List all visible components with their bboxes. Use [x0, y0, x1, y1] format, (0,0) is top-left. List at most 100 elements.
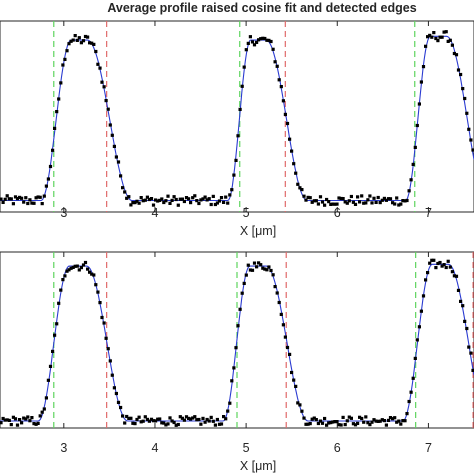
- data-point: [378, 419, 382, 423]
- data-point: [3, 418, 7, 422]
- data-point: [75, 264, 79, 268]
- data-point: [358, 415, 362, 419]
- data-point: [292, 162, 296, 166]
- data-point: [285, 345, 290, 350]
- data-point: [230, 379, 234, 383]
- data-point: [372, 418, 376, 422]
- data-point: [79, 41, 83, 45]
- bottom-plot: 3 4 5 6 7 X [μm]: [0, 251, 474, 473]
- data-point: [323, 416, 327, 421]
- top-plot-ticks: 3 4 5 6 7: [60, 21, 432, 220]
- x-tick-label: 3: [60, 441, 67, 455]
- data-point: [73, 264, 77, 268]
- data-point: [137, 415, 141, 419]
- data-point: [370, 201, 374, 205]
- data-point: [67, 268, 71, 272]
- data-point: [20, 421, 24, 425]
- data-point: [98, 66, 102, 70]
- data-point: [450, 43, 454, 47]
- data-point: [119, 174, 123, 178]
- data-point: [40, 410, 44, 414]
- data-point: [236, 324, 240, 328]
- data-point: [240, 84, 244, 88]
- data-point: [257, 261, 261, 265]
- data-point: [116, 160, 121, 164]
- data-point: [271, 47, 275, 51]
- data-point: [121, 186, 125, 190]
- data-point: [154, 419, 158, 423]
- data-point: [203, 420, 207, 424]
- data-point: [28, 419, 32, 423]
- data-point: [127, 416, 131, 420]
- data-point: [59, 81, 63, 85]
- data-point: [92, 273, 96, 277]
- data-point: [32, 201, 36, 205]
- data-point: [67, 42, 71, 46]
- data-point: [172, 195, 176, 199]
- data-point: [9, 423, 13, 427]
- data-point: [100, 80, 104, 84]
- data-point: [335, 202, 339, 206]
- data-point: [444, 265, 448, 270]
- data-point: [230, 188, 234, 192]
- data-point: [217, 422, 222, 426]
- data-point: [176, 422, 180, 427]
- data-point: [424, 44, 428, 48]
- data-point: [440, 264, 444, 268]
- data-point: [217, 199, 222, 203]
- data-point: [397, 419, 401, 423]
- data-point: [106, 107, 110, 111]
- data-point: [46, 177, 50, 181]
- data-point: [331, 420, 335, 424]
- data-point: [38, 195, 42, 199]
- data-point: [46, 378, 50, 382]
- bottom-plot-marks: [0, 252, 474, 428]
- data-point: [380, 418, 384, 422]
- data-point: [61, 278, 65, 282]
- data-point: [388, 197, 393, 201]
- data-point: [248, 268, 252, 272]
- data-point: [296, 401, 300, 405]
- data-point: [121, 414, 125, 418]
- data-point: [246, 263, 250, 267]
- data-point: [234, 158, 238, 162]
- data-point: [438, 35, 442, 39]
- data-point: [135, 417, 139, 422]
- data-point: [86, 35, 90, 39]
- data-point: [395, 196, 399, 200]
- data-point: [269, 39, 273, 44]
- data-point: [366, 198, 370, 202]
- data-point: [358, 200, 362, 204]
- data-point: [90, 272, 94, 276]
- data-point: [13, 195, 18, 199]
- x-tick-label: 4: [151, 441, 158, 455]
- data-point: [232, 366, 236, 370]
- data-point: [11, 415, 15, 419]
- data-point: [339, 423, 343, 427]
- data-point: [292, 378, 296, 382]
- chart-title: Average profile raised cosine fit and de…: [107, 1, 416, 15]
- data-point: [90, 41, 94, 45]
- data-point: [65, 269, 69, 273]
- data-point: [265, 38, 269, 42]
- bottom-x-axis-label: X [μm]: [240, 459, 276, 473]
- data-point: [440, 35, 444, 39]
- data-point: [143, 415, 147, 419]
- data-point: [162, 200, 166, 205]
- top-plot: 3 4 5 6 7 X [μm]: [0, 20, 474, 238]
- data-point: [351, 200, 355, 204]
- data-point: [467, 127, 471, 131]
- data-point: [201, 416, 205, 420]
- data-point: [65, 49, 69, 53]
- data-point: [158, 417, 162, 421]
- data-point: [374, 419, 378, 423]
- data-point: [244, 273, 248, 277]
- data-point: [469, 351, 473, 355]
- data-point: [104, 99, 108, 103]
- data-point: [255, 40, 259, 44]
- data-point: [36, 195, 40, 199]
- data-point: [306, 422, 310, 426]
- data-point: [250, 40, 255, 44]
- data-point: [48, 364, 53, 368]
- data-point: [366, 421, 370, 425]
